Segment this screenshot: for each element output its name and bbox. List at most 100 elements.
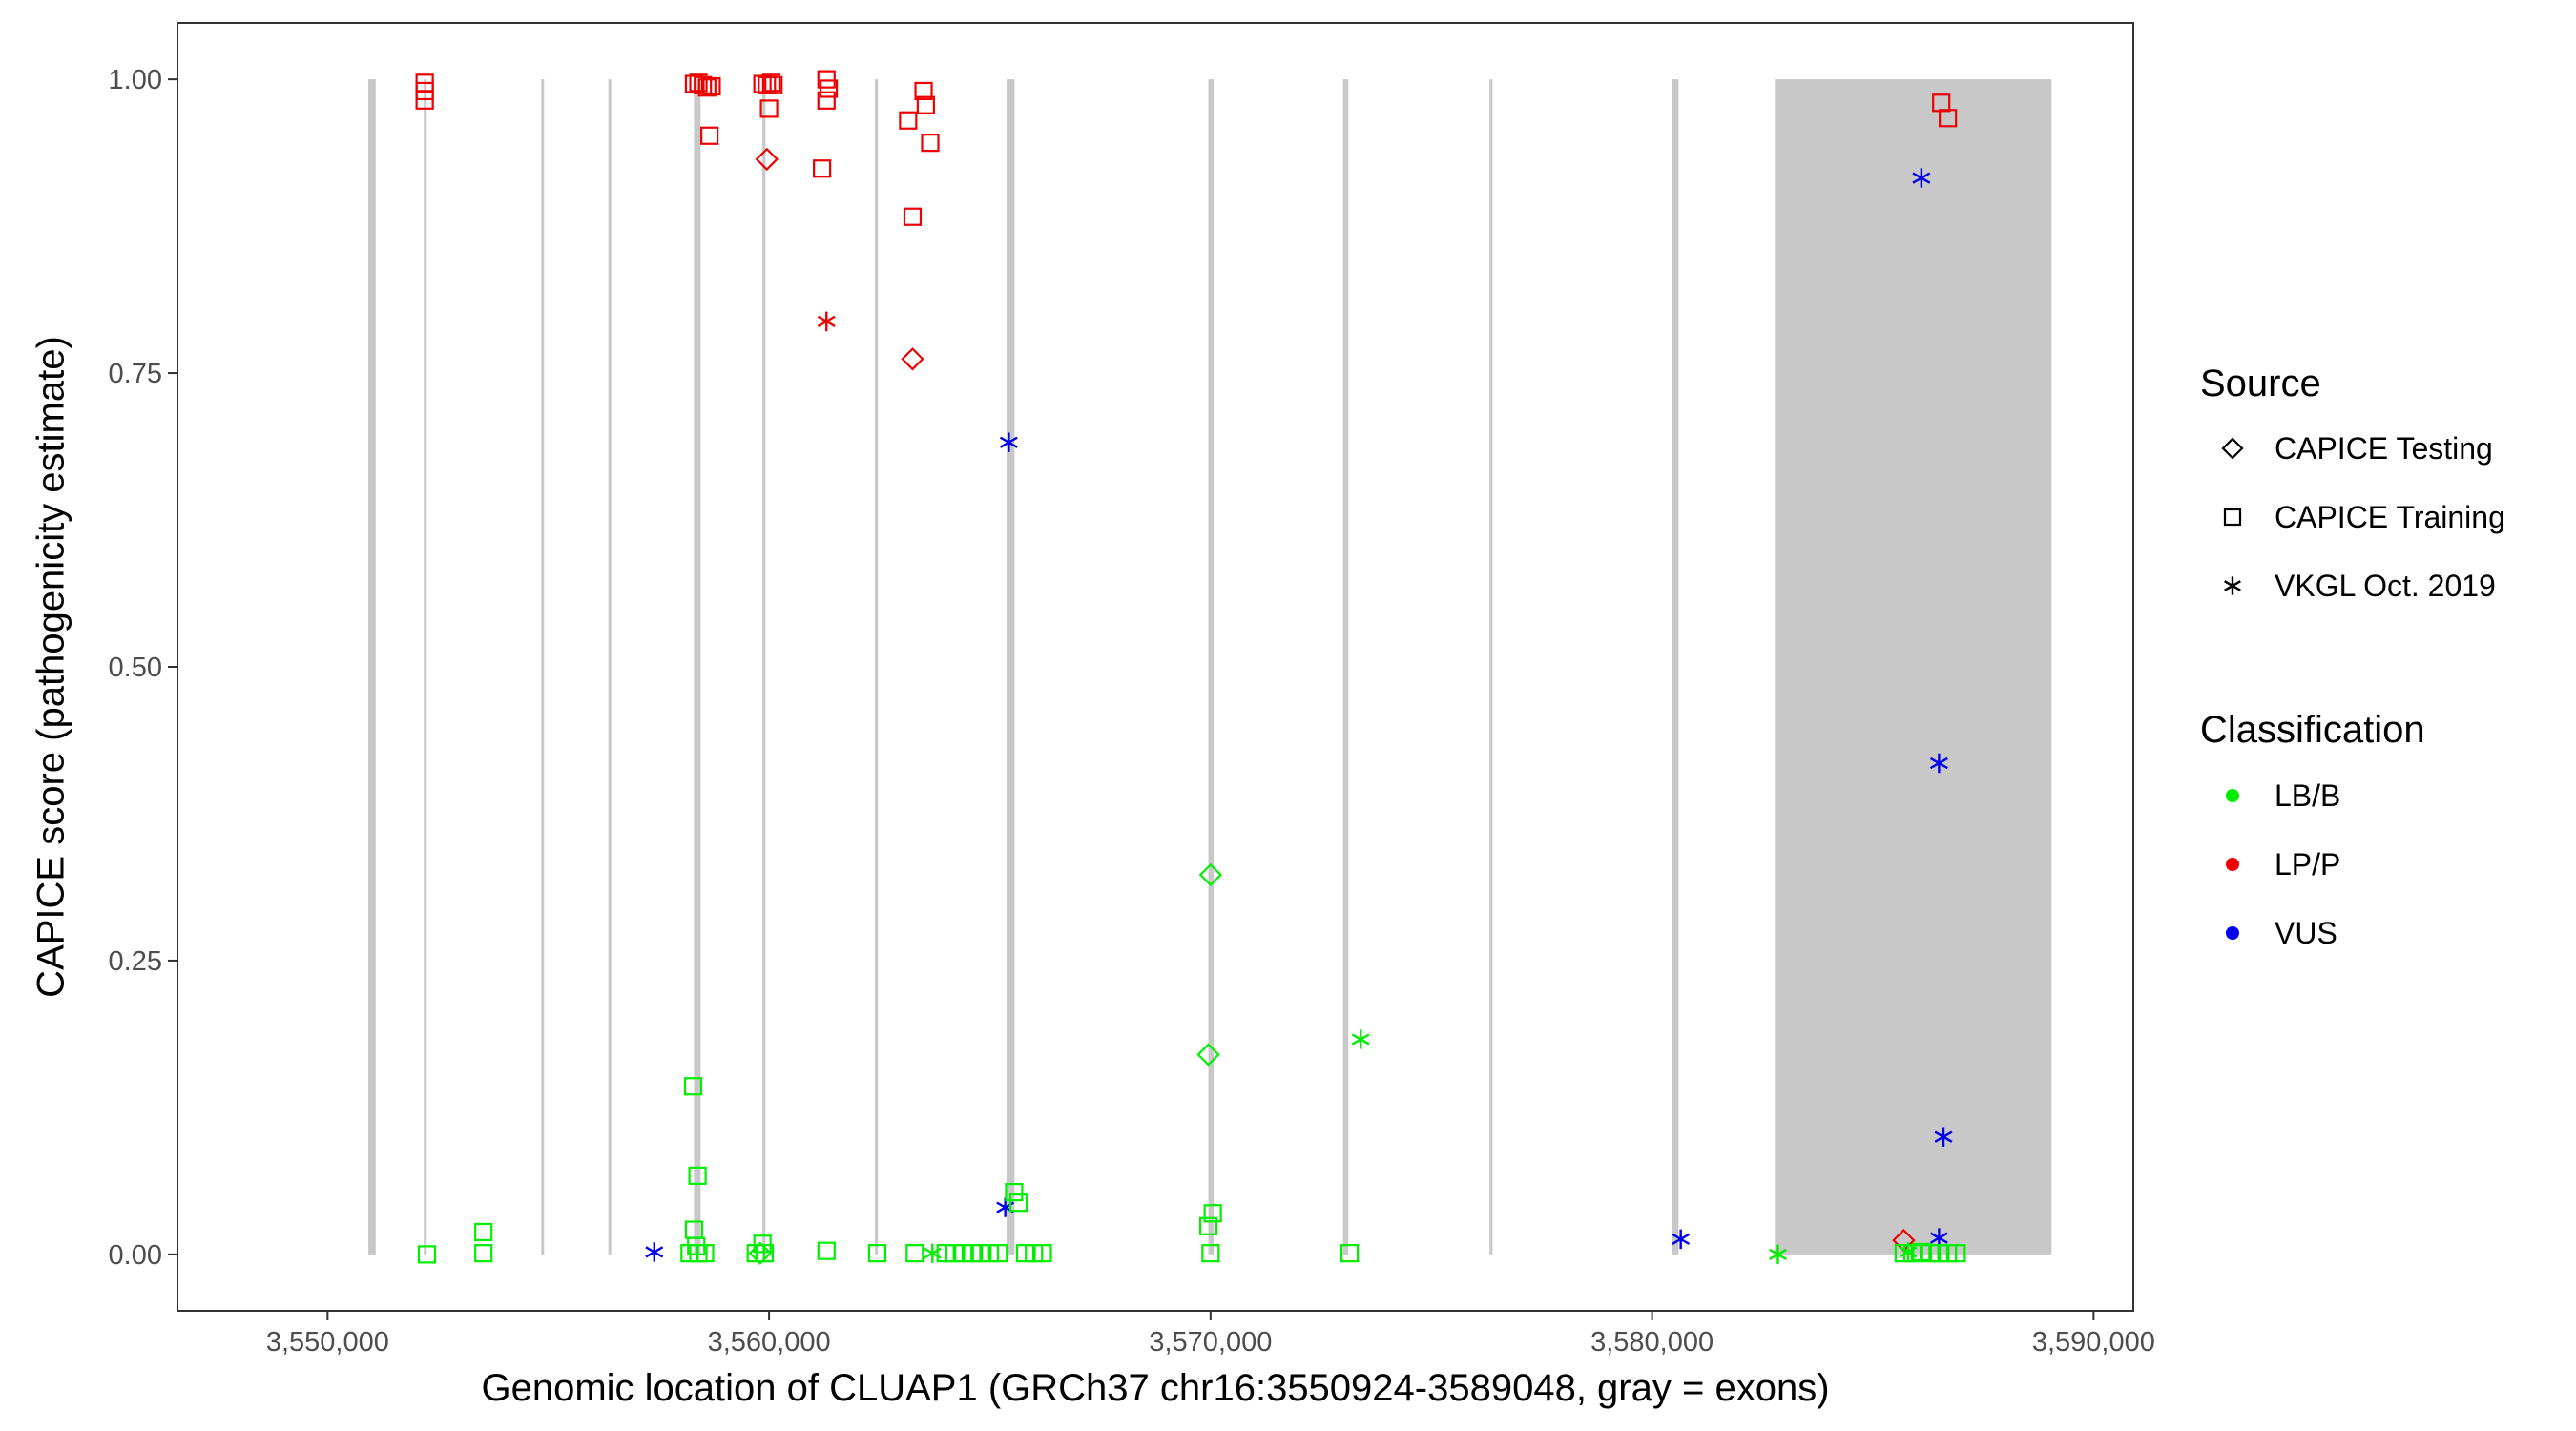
data-point	[899, 111, 918, 130]
data-point	[1912, 168, 1931, 188]
data-point	[817, 70, 836, 89]
data-point	[696, 1244, 715, 1263]
exon-band-5	[694, 79, 701, 1255]
data-point	[645, 1242, 664, 1262]
data-point	[905, 1244, 924, 1263]
y-tick-label: 0.50	[109, 653, 162, 683]
legend-source: Source CAPICE Testing CAPICE Training VKGL…	[2200, 363, 2505, 603]
data-point	[1201, 1244, 1220, 1263]
data-point	[697, 78, 717, 97]
data-point	[1340, 1244, 1360, 1263]
data-point	[748, 1241, 773, 1265]
data-point	[999, 432, 1018, 452]
x-tick-label: 3,590,000	[2032, 1327, 2155, 1358]
data-point	[903, 207, 923, 226]
data-point	[688, 1166, 707, 1185]
data-points	[415, 70, 1966, 1265]
legend-classification: Classification LB/B LP/P VUS	[2200, 709, 2425, 950]
data-point	[867, 1244, 887, 1263]
exon-band-8	[1007, 79, 1015, 1255]
data-point	[1769, 1244, 1787, 1265]
y-tick-label: 0.00	[109, 1240, 162, 1271]
exon-band-6	[762, 79, 766, 1255]
data-point	[1033, 1244, 1052, 1263]
data-point	[1899, 1242, 1918, 1262]
exon-band-4	[608, 79, 612, 1255]
x-axis-title: Genomic location of CLUAP1 (GRCh37 chr16…	[481, 1367, 1829, 1409]
data-point	[817, 91, 836, 110]
y-tick-label: 1.00	[109, 65, 162, 95]
data-point	[916, 95, 935, 114]
exon-band-11	[1489, 79, 1493, 1255]
legend-label: VKGL Oct. 2019	[2275, 569, 2496, 603]
x-tick-label: 3,560,000	[708, 1327, 831, 1358]
data-point	[1351, 1029, 1370, 1049]
data-point	[819, 79, 839, 98]
y-tick-label: 0.75	[109, 359, 162, 389]
data-point	[901, 347, 924, 371]
data-point	[1947, 1244, 1966, 1263]
y-axis-title: CAPICE score (pathogenicity estimate)	[31, 336, 73, 998]
data-point	[683, 1077, 703, 1096]
data-point	[1198, 1216, 1218, 1235]
legend-key-color	[2226, 789, 2239, 802]
exon-band-9	[1208, 79, 1215, 1255]
data-point	[753, 1234, 772, 1254]
legend-classification-title: Classification	[2200, 709, 2425, 751]
data-point	[1929, 753, 1948, 774]
legend-label: LB/B	[2275, 778, 2340, 813]
legend-source-title: Source	[2200, 363, 2321, 404]
data-point	[700, 126, 719, 145]
exon-band-3	[541, 79, 545, 1255]
legend-label: LP/P	[2275, 847, 2340, 881]
data-point	[755, 147, 779, 172]
x-tick-label: 3,580,000	[1590, 1327, 1714, 1358]
legend-key-diamond	[2221, 437, 2244, 460]
data-point	[817, 311, 836, 332]
legend-label: CAPICE Training	[2275, 500, 2505, 534]
data-point	[1005, 1182, 1024, 1202]
data-point	[474, 1244, 493, 1263]
data-point	[921, 134, 940, 153]
x-tick-label: 3,550,000	[266, 1327, 389, 1358]
data-point	[813, 159, 832, 178]
data-point	[1939, 109, 1958, 128]
exon-bands	[368, 79, 2052, 1255]
y-tick-label: 0.25	[109, 946, 162, 977]
exon-band-2	[424, 79, 427, 1255]
data-point	[923, 1243, 942, 1263]
legend-label: CAPICE Testing	[2275, 431, 2493, 466]
data-point	[761, 73, 781, 93]
data-point	[914, 81, 933, 101]
exon-band-13	[1775, 79, 2052, 1255]
data-point	[764, 75, 783, 94]
x-tick-label: 3,570,000	[1149, 1327, 1272, 1358]
exon-band-7	[875, 79, 879, 1255]
legend-key-color	[2226, 926, 2239, 940]
y-axis: 0.00 0.25 0.50 0.75 1.00	[109, 65, 177, 1271]
legend-key-asterisk	[2224, 576, 2241, 595]
exon-band-1	[368, 79, 376, 1255]
data-point	[415, 91, 434, 110]
data-point	[415, 81, 434, 101]
legend-label: VUS	[2275, 916, 2337, 950]
data-point	[702, 76, 721, 96]
data-point	[1008, 1193, 1028, 1213]
exon-band-10	[1342, 79, 1349, 1255]
data-point	[417, 1245, 437, 1264]
data-point	[817, 1241, 836, 1260]
legend-key-color	[2226, 858, 2239, 871]
legend-key-square	[2223, 508, 2242, 527]
data-point	[1934, 1127, 1953, 1147]
data-point	[755, 1244, 775, 1263]
data-point	[1672, 1229, 1691, 1250]
data-point	[474, 1222, 493, 1242]
x-axis: 3,550,000 3,560,000 3,570,000 3,580,000 3,59…	[266, 1311, 2155, 1358]
data-point	[989, 1244, 1008, 1263]
data-point	[759, 99, 779, 118]
data-point	[1203, 1204, 1222, 1223]
data-point	[1198, 862, 1223, 887]
exon-band-12	[1672, 79, 1679, 1255]
